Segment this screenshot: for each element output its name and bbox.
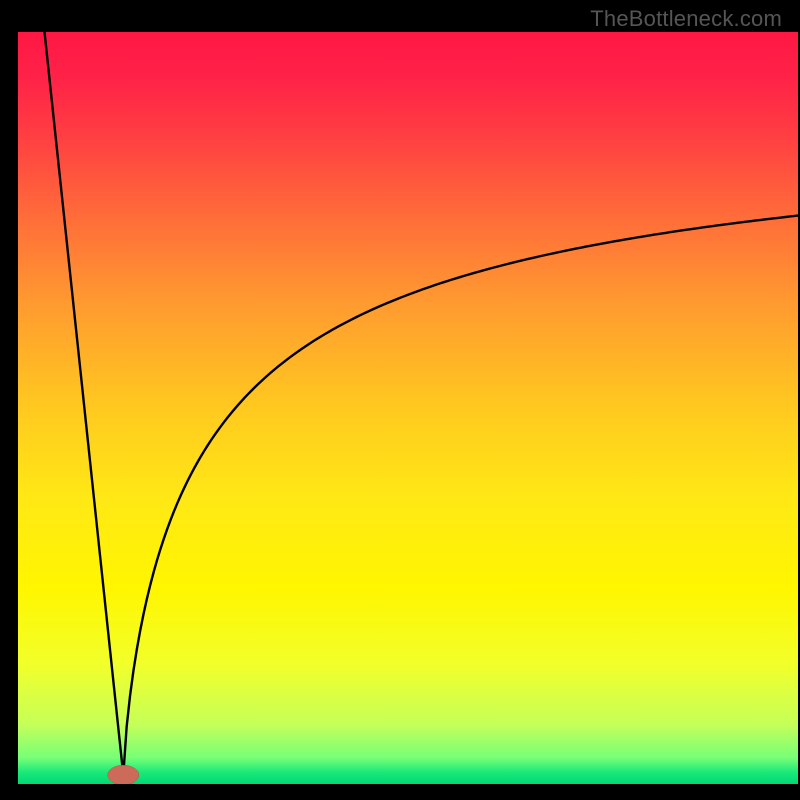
min-marker [108, 765, 139, 784]
chart-container: TheBottleneck.com [0, 0, 800, 800]
plot-area [18, 32, 798, 784]
watermark-text: TheBottleneck.com [590, 6, 782, 32]
plot-svg [18, 32, 798, 784]
